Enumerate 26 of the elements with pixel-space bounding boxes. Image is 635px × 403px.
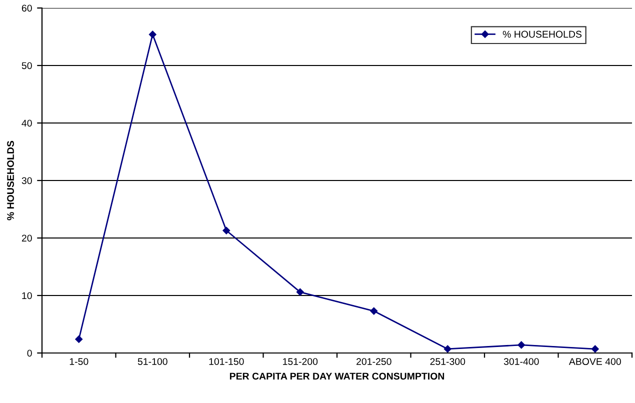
x-tick-label: 101-150 bbox=[209, 358, 244, 365]
x-tick-label: ABOVE 400 bbox=[568, 358, 621, 365]
point bbox=[370, 307, 378, 315]
y-tick-label: 10 bbox=[22, 292, 32, 300]
y-tick-label: 0 bbox=[27, 350, 32, 357]
point bbox=[222, 226, 230, 234]
legend-label: % HOUSEHOLDS bbox=[502, 30, 582, 38]
point bbox=[591, 345, 599, 353]
point bbox=[518, 341, 526, 349]
y-tick-label: 50 bbox=[22, 62, 32, 70]
y-tick-label: 20 bbox=[22, 234, 32, 242]
y-axis-title: % HOUSEHOLDS bbox=[7, 140, 14, 220]
x-tick-label: 51-100 bbox=[138, 358, 168, 365]
x-tick-label: 301-400 bbox=[504, 358, 539, 365]
x-tick-label: 1-50 bbox=[70, 358, 88, 365]
x-axis-title: PER CAPITA PER DAY WATER CONSUMPTION bbox=[230, 372, 444, 380]
point bbox=[148, 30, 156, 38]
x-tick-label: 151-200 bbox=[283, 358, 318, 365]
y-tick-label: 60 bbox=[22, 4, 32, 12]
point bbox=[75, 336, 83, 343]
point bbox=[296, 288, 304, 296]
x-tick-label: 251-300 bbox=[430, 358, 466, 365]
x-tick-label: 201-250 bbox=[356, 358, 392, 365]
y-tick-label: 30 bbox=[22, 177, 32, 184]
point bbox=[444, 345, 452, 353]
y-tick-label: 40 bbox=[22, 120, 32, 127]
